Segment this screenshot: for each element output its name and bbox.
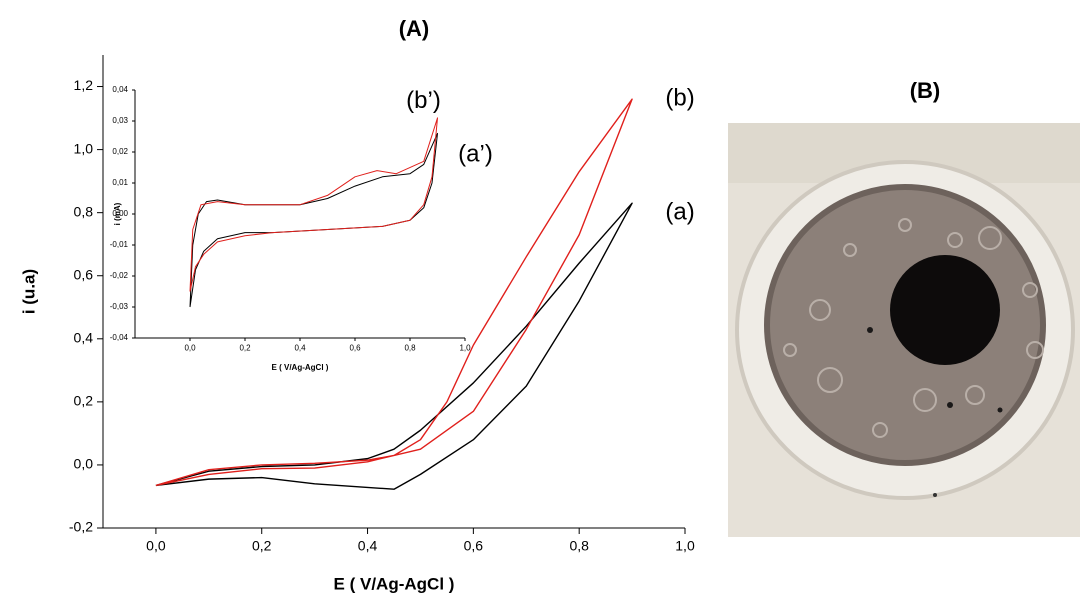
y-tick-label: 0,2 [74, 393, 94, 409]
x-tick-label: 0,8 [569, 537, 589, 553]
y-tick-label: 0,03 [112, 116, 128, 125]
y-tick-label: 0,04 [112, 85, 128, 94]
y-axis-label: i (mA) [113, 202, 122, 225]
y-tick-label: 0,00 [112, 209, 128, 218]
y-tick-label: -0,01 [110, 240, 129, 249]
curve-label: (b’) [406, 87, 441, 114]
y-tick-label: -0,02 [110, 271, 129, 280]
photo-title: (B) [910, 78, 941, 103]
inset-chart: 0,0 0,2 0,4 0,6 0,8 1,0 -0,04 -0,03 -0,02 -0,01 0,… [110, 85, 493, 372]
curve-label: (a’) [458, 141, 493, 168]
x-tick-label: 1,0 [459, 343, 471, 352]
y-tick-label: 0,4 [74, 330, 94, 346]
y-tick-label: 1,2 [74, 77, 94, 93]
cv-curve [189, 117, 438, 292]
x-tick-label: 0,2 [239, 343, 251, 352]
y-tick-label: 0,02 [112, 147, 128, 156]
curve-label: (a) [665, 199, 694, 226]
x-tick-label: 0,8 [404, 343, 416, 352]
y-tick-label: -0,03 [110, 302, 129, 311]
y-tick-label: 0,01 [112, 178, 128, 187]
y-tick-label: 0,8 [74, 203, 94, 219]
x-tick-label: 1,0 [675, 537, 695, 553]
x-tick-label: 0,6 [349, 343, 361, 352]
cv-curve [189, 132, 438, 308]
x-tick-label: 0,4 [358, 537, 378, 553]
y-tick-label: 0,6 [74, 266, 94, 282]
cv-curve [155, 98, 633, 487]
y-tick-label: 0,0 [74, 456, 94, 472]
x-axis-label: E ( V/Ag-AgCl ) [272, 363, 329, 372]
x-tick-label: 0,0 [146, 537, 166, 553]
y-axis-label: i (u.a) [19, 269, 38, 314]
main-chart: (A) 0,0 0,2 0,4 0,6 0,8 1,0 -0,2 0,0 0,2 0,4 0,6 0,8… [19, 16, 694, 594]
y-tick-label: -0,04 [110, 333, 129, 342]
x-tick-label: 0,0 [184, 343, 196, 352]
x-tick-label: 0,6 [464, 537, 484, 553]
cv-curve [155, 202, 633, 490]
x-axis-label: E ( V/Ag-AgCl ) [334, 574, 455, 593]
y-tick-label: -0,2 [69, 519, 93, 535]
y-tick-label: 1,0 [74, 140, 94, 156]
curve-label: (b) [665, 84, 694, 111]
chart-title: (A) [399, 16, 430, 41]
x-tick-label: 0,2 [252, 537, 272, 553]
x-tick-label: 0,4 [294, 343, 306, 352]
photo [728, 123, 1080, 537]
